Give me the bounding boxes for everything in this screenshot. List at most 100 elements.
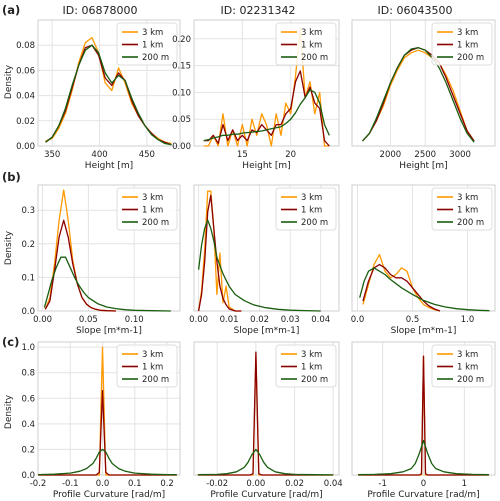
legend-box: [116, 344, 178, 388]
x-tick-label: 0.10: [125, 315, 144, 325]
series-line-3km: [197, 190, 242, 312]
series-line-200m: [45, 44, 172, 146]
y-tick-label: 0.04: [16, 92, 35, 102]
x-tick-label: 0.00: [33, 315, 52, 325]
legend-label-200m: 200 m: [457, 218, 484, 228]
y-tick-label: 0.10: [172, 88, 191, 98]
series-line-1km: [362, 263, 441, 312]
x-tick-label: 0.04: [311, 315, 330, 325]
legend: 3 km 1 km 200 m: [275, 344, 337, 388]
legend: 3 km 1 km 200 m: [116, 22, 178, 66]
series-line-1km: [38, 389, 177, 476]
legend-label-1km: 1 km: [142, 363, 163, 373]
x-tick-label: 0.01: [220, 315, 239, 325]
series-line-200m: [37, 448, 177, 476]
row-tag-a: (a): [2, 3, 20, 17]
legend-box: [431, 22, 493, 66]
series-line-200m: [359, 267, 490, 312]
x-tick-label: 3000: [449, 150, 471, 160]
legend-label-3km: 3 km: [457, 28, 478, 38]
x-axis-label: Height [m]: [399, 161, 447, 171]
x-tick-label: 1.0: [461, 315, 475, 325]
row-tag-b: (b): [2, 170, 21, 184]
legend-label-1km: 1 km: [301, 41, 322, 51]
row-tag-c: (c): [2, 335, 19, 349]
column-title-3: ID: 06043500: [378, 4, 453, 17]
x-tick-label: 0.02: [285, 479, 304, 489]
legend: 3 km 1 km 200 m: [275, 22, 337, 66]
x-tick-label: 2000: [380, 150, 402, 160]
x-axis-label: Slope [m*m-1]: [76, 326, 142, 336]
x-tick-label: -0.1: [62, 479, 79, 489]
x-tick-label: 0.05: [79, 315, 98, 325]
y-tick-label: 0.02: [16, 117, 35, 127]
x-tick-label: 1: [462, 479, 467, 489]
x-tick-label: -0.2: [30, 479, 47, 489]
x-tick-label: 0.2: [160, 479, 174, 489]
legend-label-3km: 3 km: [301, 350, 322, 360]
row-ylabel-a: Density: [4, 64, 14, 99]
x-axis-label: Profile Curvature [rad/m]: [367, 490, 479, 500]
column-title-1: ID: 06878000: [63, 4, 138, 17]
series-line-1km: [358, 355, 489, 476]
x-axis-label: Slope [m*m-1]: [234, 326, 300, 336]
x-tick-label: 20: [285, 150, 296, 160]
series-line-200m: [358, 439, 489, 476]
x-tick-label: 15: [237, 150, 248, 160]
legend-label-1km: 1 km: [457, 41, 478, 51]
x-tick-label: 0.5: [406, 315, 420, 325]
x-tick-label: -0.02: [206, 479, 228, 489]
y-tick-label: 0.0: [21, 307, 35, 317]
x-tick-label: 450: [139, 150, 155, 160]
plot-frame: [351, 341, 496, 476]
legend: 3 km 1 km 200 m: [116, 187, 178, 231]
legend-label-200m: 200 m: [142, 53, 169, 63]
x-tick-label: 0.00: [189, 315, 208, 325]
series-line-200m: [197, 448, 334, 476]
row-ylabel-c: Density: [4, 394, 14, 429]
x-axis-label: Height [m]: [85, 161, 133, 171]
plot-frame: [351, 184, 496, 312]
panel-7: -0.2 -0.1 0.0 0.1 0.2 0.0 0.2 0.4 0.6 0.8 1.0 Profi…: [21, 341, 181, 500]
x-tick-label: 400: [91, 150, 107, 160]
panel-4: 0.00 0.05 0.10 0.0 0.1 0.2 0.3 Slope [m*m-1] 3 k…: [21, 184, 181, 336]
legend-label-3km: 3 km: [301, 28, 322, 38]
legend: 3 km 1 km 200 m: [431, 187, 493, 231]
series-line-200m: [362, 47, 475, 143]
y-tick-label: 0.15: [172, 62, 191, 72]
legend-box: [116, 22, 178, 66]
y-tick-label: 0.8: [21, 369, 35, 379]
legend-label-1km: 1 km: [142, 206, 163, 216]
plot-frame: [351, 19, 496, 147]
legend-box: [275, 344, 337, 388]
legend-label-1km: 1 km: [142, 41, 163, 51]
x-tick-label: 0: [421, 479, 426, 489]
y-tick-label: 0.00: [172, 142, 191, 152]
legend: 3 km 1 km 200 m: [431, 22, 493, 66]
legend-label-3km: 3 km: [142, 193, 163, 203]
y-tick-label: 0.4: [21, 420, 35, 430]
legend-label-200m: 200 m: [142, 375, 169, 385]
x-tick-label: 0.1: [128, 479, 142, 489]
legend-label-200m: 200 m: [457, 53, 484, 63]
plot-frame: [193, 19, 340, 147]
panel-6: 0.0 0.5 1.0 Slope [m*m-1] 3 km 1 km 200 m: [351, 184, 496, 336]
legend-label-1km: 1 km: [457, 206, 478, 216]
y-tick-label: 0.05: [172, 115, 191, 125]
series-line-200m: [203, 89, 330, 142]
legend-box: [431, 344, 493, 388]
series-line-1km: [197, 194, 242, 312]
x-axis-label: Height [m]: [242, 161, 290, 171]
y-tick-label: 0.1: [21, 273, 35, 283]
x-tick-label: 0.0: [351, 315, 365, 325]
series-line-200m: [43, 256, 171, 312]
x-axis-label: Profile Curvature [rad/m]: [210, 490, 322, 500]
legend-label-1km: 1 km: [457, 363, 478, 373]
x-axis-label: Profile Curvature [rad/m]: [53, 490, 165, 500]
y-tick-label: 0.06: [16, 66, 35, 76]
y-tick-label: 0.00: [16, 142, 35, 152]
y-tick-label: 0.6: [21, 394, 35, 404]
legend-label-200m: 200 m: [301, 375, 328, 385]
